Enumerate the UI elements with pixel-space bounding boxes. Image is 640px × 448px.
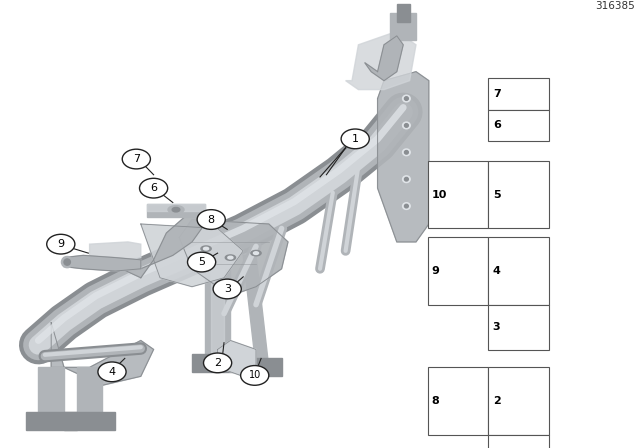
- Ellipse shape: [172, 207, 180, 212]
- Circle shape: [188, 252, 216, 272]
- Circle shape: [241, 366, 269, 385]
- Polygon shape: [64, 255, 141, 271]
- Ellipse shape: [225, 255, 236, 260]
- Ellipse shape: [228, 256, 233, 259]
- Polygon shape: [38, 367, 64, 421]
- Text: 2: 2: [214, 358, 221, 368]
- Polygon shape: [346, 31, 416, 90]
- Polygon shape: [147, 204, 205, 211]
- Text: 5: 5: [493, 190, 500, 200]
- Circle shape: [122, 149, 150, 169]
- Ellipse shape: [64, 259, 70, 265]
- Text: 7: 7: [132, 154, 140, 164]
- Polygon shape: [218, 340, 256, 376]
- Circle shape: [47, 234, 75, 254]
- Bar: [428, 161, 488, 228]
- Bar: [488, 78, 549, 110]
- Polygon shape: [51, 323, 154, 385]
- Text: 4: 4: [108, 367, 116, 377]
- Text: 9: 9: [431, 266, 439, 276]
- Polygon shape: [90, 242, 141, 260]
- Circle shape: [204, 353, 232, 373]
- Polygon shape: [147, 204, 205, 217]
- Ellipse shape: [201, 246, 211, 251]
- Polygon shape: [243, 358, 282, 376]
- Circle shape: [341, 129, 369, 149]
- Bar: [488, 435, 549, 448]
- Circle shape: [98, 362, 126, 382]
- Text: 7: 7: [493, 89, 500, 99]
- Polygon shape: [397, 4, 410, 22]
- Ellipse shape: [204, 247, 209, 250]
- Bar: [488, 110, 549, 141]
- Text: 8: 8: [207, 215, 215, 224]
- Ellipse shape: [403, 95, 410, 102]
- Circle shape: [197, 210, 225, 229]
- Circle shape: [213, 279, 241, 299]
- Bar: [488, 305, 549, 350]
- Ellipse shape: [168, 206, 184, 214]
- Text: 3: 3: [493, 322, 500, 332]
- Text: 316385: 316385: [595, 1, 635, 11]
- Ellipse shape: [253, 252, 259, 254]
- Polygon shape: [122, 211, 205, 278]
- Text: 5: 5: [198, 257, 205, 267]
- Ellipse shape: [251, 250, 261, 256]
- Polygon shape: [390, 13, 416, 40]
- Polygon shape: [64, 412, 115, 430]
- Text: 8: 8: [431, 396, 439, 406]
- Text: 9: 9: [57, 239, 65, 249]
- Ellipse shape: [404, 151, 408, 154]
- Text: 4: 4: [493, 266, 500, 276]
- Text: 3: 3: [224, 284, 230, 294]
- Text: 2: 2: [493, 396, 500, 406]
- Bar: [488, 161, 549, 228]
- Polygon shape: [365, 36, 403, 81]
- Ellipse shape: [404, 97, 408, 100]
- Text: 6: 6: [150, 183, 157, 193]
- Ellipse shape: [403, 176, 410, 183]
- Ellipse shape: [403, 149, 410, 155]
- Polygon shape: [192, 354, 243, 372]
- Polygon shape: [179, 220, 288, 296]
- Text: 10: 10: [431, 190, 447, 200]
- Ellipse shape: [404, 204, 408, 208]
- Bar: [488, 237, 549, 305]
- Ellipse shape: [403, 202, 410, 210]
- Polygon shape: [26, 412, 77, 430]
- Polygon shape: [211, 269, 224, 358]
- Ellipse shape: [404, 124, 408, 127]
- Ellipse shape: [61, 256, 73, 267]
- Circle shape: [140, 178, 168, 198]
- Polygon shape: [243, 255, 269, 367]
- Polygon shape: [378, 72, 429, 242]
- Polygon shape: [205, 269, 230, 358]
- Polygon shape: [141, 224, 243, 287]
- Bar: [428, 367, 488, 435]
- Text: 10: 10: [248, 370, 261, 380]
- Polygon shape: [77, 367, 102, 421]
- Bar: [428, 237, 488, 305]
- Ellipse shape: [403, 122, 410, 129]
- Text: 1: 1: [352, 134, 358, 144]
- Bar: [488, 367, 549, 435]
- Ellipse shape: [404, 177, 408, 181]
- Text: 6: 6: [493, 121, 500, 130]
